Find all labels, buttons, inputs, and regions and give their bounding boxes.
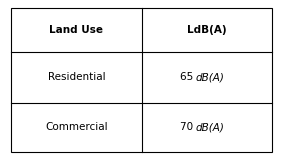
Text: Commercial: Commercial <box>45 122 108 132</box>
Text: dB(A): dB(A) <box>195 122 224 132</box>
Text: Residential: Residential <box>48 72 105 82</box>
Text: 70: 70 <box>180 122 195 132</box>
Text: Land Use: Land Use <box>50 25 103 35</box>
Text: dB(A): dB(A) <box>195 72 224 82</box>
Text: 65: 65 <box>180 72 195 82</box>
Text: LdB(A): LdB(A) <box>187 25 226 35</box>
